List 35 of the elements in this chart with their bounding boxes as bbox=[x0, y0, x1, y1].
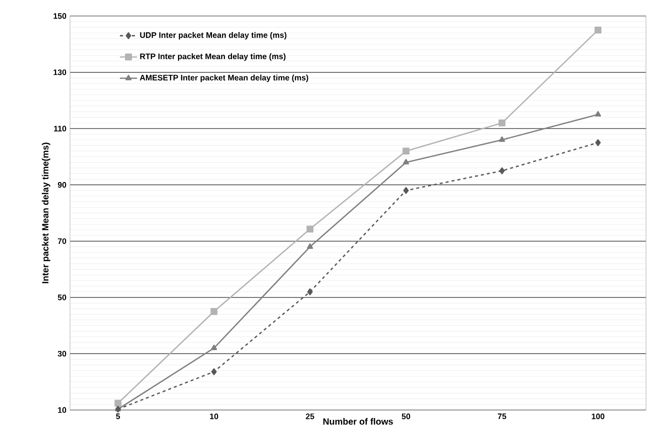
y-tick-label: 50 bbox=[58, 294, 66, 300]
x-tick-label: 75 bbox=[498, 414, 506, 420]
x-axis-title: Number of flows bbox=[323, 418, 393, 425]
point bbox=[114, 400, 122, 407]
legend-label: AMESETP Inter packet Mean delay time (ms) bbox=[140, 74, 308, 82]
point bbox=[307, 288, 313, 296]
y-tick-label: 30 bbox=[58, 350, 66, 357]
x-tick-label: 10 bbox=[210, 414, 218, 420]
y-tick-label: 90 bbox=[58, 182, 66, 188]
x-tick-label: 25 bbox=[306, 414, 314, 420]
y-tick-label: 150 bbox=[54, 13, 66, 19]
point bbox=[595, 139, 601, 146]
x-tick-label: 50 bbox=[402, 414, 410, 420]
legend-label: UDP Inter packet Mean delay time (ms) bbox=[140, 32, 286, 40]
point bbox=[306, 243, 314, 249]
y-tick-label: 110 bbox=[54, 126, 66, 132]
y-tick-label: 70 bbox=[58, 238, 66, 244]
point bbox=[306, 226, 314, 232]
point bbox=[498, 136, 506, 142]
point bbox=[210, 344, 218, 350]
point bbox=[402, 158, 410, 164]
legend-label: RTP Inter packet Mean delay time (ms) bbox=[140, 53, 286, 61]
point bbox=[403, 187, 409, 194]
x-tick-label: 100 bbox=[592, 414, 604, 420]
point bbox=[498, 119, 506, 126]
point bbox=[499, 167, 505, 174]
y-axis-title: Inter packet Mean delay time(ms) bbox=[42, 142, 50, 284]
y-tick-label: 130 bbox=[54, 69, 66, 76]
y-tick-label: 10 bbox=[58, 407, 66, 413]
point bbox=[594, 111, 602, 117]
point bbox=[211, 368, 217, 376]
point bbox=[402, 148, 410, 155]
x-tick-label: 5 bbox=[116, 414, 120, 420]
point bbox=[594, 26, 602, 34]
point bbox=[210, 308, 218, 315]
